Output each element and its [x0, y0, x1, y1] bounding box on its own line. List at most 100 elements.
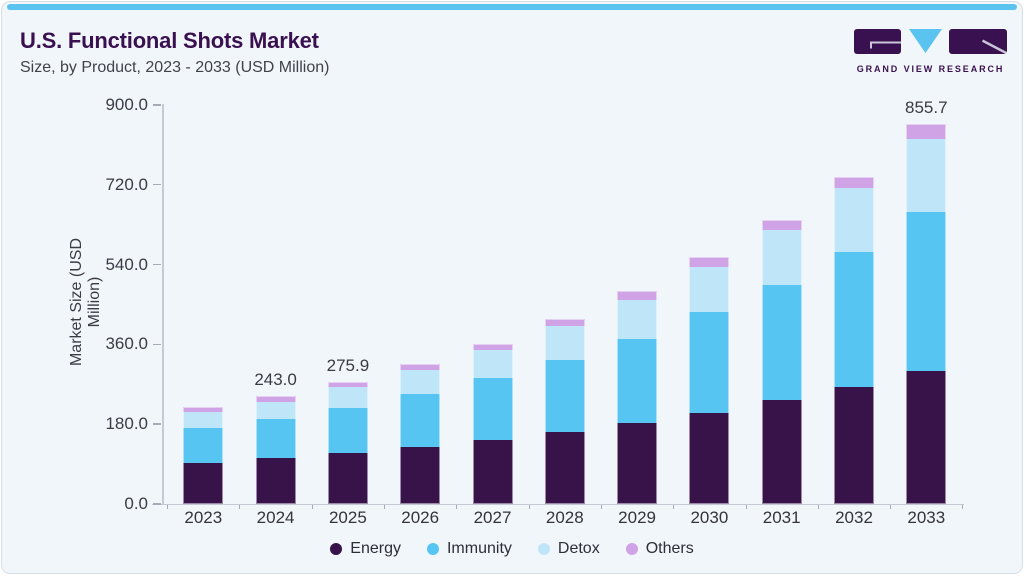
x-category-label: 2032 [835, 508, 873, 527]
bar-segment-immunity [761, 284, 802, 401]
bar-segment-others [400, 363, 441, 370]
bar-segment-detox [183, 412, 224, 428]
bar-segment-others [834, 176, 874, 189]
x-tick [384, 505, 386, 509]
bar-segment-detox [255, 401, 296, 419]
x-tick [745, 505, 747, 509]
legend-swatch-icon [537, 543, 550, 555]
bar-segment-energy [761, 400, 802, 504]
grand-view-research-logo: GRAND VIEW RESEARCH [852, 28, 1009, 74]
y-tick-label: 900.0 [105, 94, 148, 114]
y-tick [153, 423, 161, 425]
bar-segment-detox [761, 229, 802, 285]
legend-item-others: Others [625, 540, 694, 558]
x-category-label: 2031 [762, 508, 801, 527]
bar-segment-energy [400, 447, 441, 504]
bar-segment-energy [255, 458, 296, 504]
bar-segment-energy [544, 432, 585, 504]
bar-2032 [834, 176, 874, 504]
bar-segment-detox [617, 299, 658, 339]
x-category-label: 2027 [473, 508, 512, 527]
x-tick [890, 505, 892, 509]
bar-segment-detox [689, 266, 730, 313]
x-tick [311, 505, 313, 509]
bar-total-label: 275.9 [326, 355, 370, 375]
bar-segment-immunity [327, 408, 368, 453]
logo-r-tile-icon [949, 29, 1007, 54]
x-axis-line [152, 503, 964, 505]
bar-total-label: 243.0 [254, 370, 297, 390]
bar-segment-immunity [255, 418, 296, 459]
bar-segment-others [327, 381, 368, 387]
bar-segment-others [617, 290, 658, 300]
bar-segment-others [906, 124, 947, 140]
y-tick-label: 540.0 [105, 254, 148, 274]
bar-2029 [617, 290, 658, 504]
bar-segment-energy [472, 440, 513, 504]
x-tick [456, 505, 458, 509]
logo-g-detail [870, 41, 901, 49]
bar-segment-energy [689, 412, 730, 504]
bar-segment-detox [327, 386, 368, 409]
legend-swatch-icon [625, 543, 638, 555]
bar-segment-detox [472, 350, 513, 378]
y-tick-label: 360.0 [105, 334, 148, 354]
legend-item-energy: Energy [330, 540, 401, 558]
x-tick [673, 505, 675, 509]
x-tick [817, 505, 819, 509]
x-tick [528, 505, 530, 509]
logo-mark-icon [854, 29, 1007, 54]
bar-total-label: 855.7 [905, 98, 948, 118]
x-category-label: 2033 [907, 508, 946, 527]
bar-segment-others [689, 256, 730, 267]
legend-item-immunity: Immunity [426, 540, 512, 558]
bar-segment-immunity [544, 359, 585, 433]
x-tick [600, 505, 602, 509]
legend-label: Immunity [446, 540, 512, 557]
y-tick-label: 180.0 [105, 414, 148, 434]
legend-swatch-icon [426, 543, 439, 555]
bar-segment-others [255, 396, 296, 402]
logo-r-detail [982, 39, 1007, 54]
x-category-label: 2024 [256, 508, 295, 527]
bar-segment-immunity [834, 251, 874, 387]
x-tick [962, 505, 964, 509]
bar-segment-immunity [906, 212, 947, 371]
bar-2031 [761, 219, 802, 504]
bar-segment-immunity [472, 377, 513, 441]
bar-2030 [689, 256, 730, 504]
bar-2026 [400, 363, 441, 504]
bar-segment-detox [400, 369, 441, 394]
bar-segment-immunity [183, 427, 224, 463]
x-category-label: 2030 [690, 508, 729, 527]
bar-2027 [472, 343, 513, 504]
y-tick [153, 263, 161, 266]
x-category-label: 2026 [401, 508, 440, 527]
y-tick [153, 503, 161, 505]
y-tick [153, 183, 161, 186]
bar-segment-detox [544, 326, 585, 360]
y-axis-label: Market Size (USD Million) [68, 237, 103, 367]
bar-2025 [327, 381, 368, 504]
logo-v-triangle-icon [909, 29, 942, 53]
x-category-label: 2025 [328, 508, 367, 527]
legend: Energy Immunity Detox Others [2, 540, 1022, 558]
legend-label: Energy [350, 540, 401, 557]
bar-segment-immunity [689, 312, 730, 413]
x-category-label: 2028 [545, 508, 584, 527]
y-tick-label: 0.0 [124, 494, 148, 513]
bar-2023 [183, 407, 224, 504]
x-category-label: 2023 [184, 508, 223, 527]
y-axis-line [162, 104, 164, 504]
legend-item-detox: Detox [537, 540, 600, 558]
bar-segment-immunity [400, 393, 441, 448]
bar-segment-detox [906, 139, 947, 213]
y-tick [153, 104, 161, 106]
y-tick-label: 720.0 [105, 174, 148, 194]
bar-2033 [906, 124, 947, 504]
x-category-label: 2029 [618, 508, 656, 527]
bar-2028 [544, 318, 585, 504]
x-tick [167, 505, 169, 509]
legend-label: Detox [557, 540, 600, 557]
